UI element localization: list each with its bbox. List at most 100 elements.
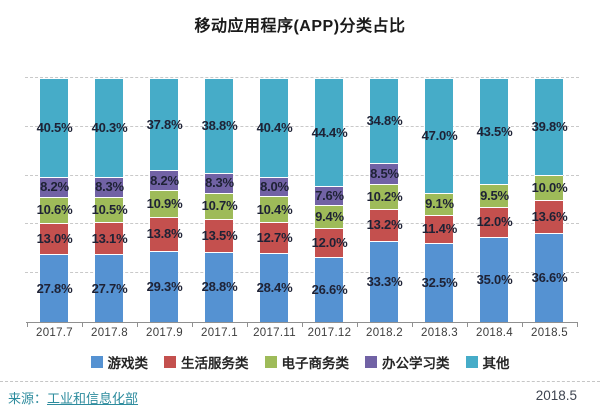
bar-segment	[95, 196, 123, 223]
stacked-bar	[425, 78, 453, 322]
segment-label: 13.5%	[201, 227, 238, 243]
axis-tick	[522, 323, 523, 327]
legend-label: 其他	[482, 356, 510, 371]
segment-label: 28.4%	[256, 279, 293, 295]
bar-segment	[150, 190, 178, 217]
bar-column: 36.6% 13.6% 10.0% 39.8%	[522, 78, 577, 322]
segment-label: 27.7%	[91, 280, 128, 296]
segment-label: 13.0%	[36, 230, 73, 246]
segment-label: 32.5%	[421, 274, 458, 290]
bar-segment	[425, 192, 453, 215]
x-axis-label: 2018.2	[366, 327, 403, 339]
legend-label: 游戏类	[107, 356, 149, 371]
bar-segment	[205, 251, 233, 322]
segment-label: 12.0%	[476, 214, 513, 230]
bar-column: 27.8% 13.0% 10.6% 8.2% 40.5%	[27, 78, 82, 322]
segment-label: 39.8%	[531, 119, 568, 135]
stacked-bar	[205, 77, 233, 322]
segment-label: 10.7%	[201, 198, 238, 214]
segment-label: 10.0%	[531, 179, 568, 195]
plot-area: 27.8% 13.0% 10.6% 8.2% 40.5% 27.7% 13.1% 10.5% 8…	[25, 77, 579, 327]
stacked-bar	[95, 78, 123, 322]
bar-segment	[150, 216, 178, 251]
legend-item: 生活服务类	[164, 352, 249, 372]
segment-label: 9.5%	[480, 188, 509, 204]
segment-label: 13.8%	[146, 226, 183, 242]
bar-segment	[535, 199, 563, 233]
segment-label: 13.6%	[531, 208, 568, 224]
x-axis-label: 2017.8	[91, 327, 128, 339]
chart-title: 移动应用程序(APP)分类占比	[194, 18, 406, 35]
bar-segment	[260, 176, 288, 197]
legend-swatch	[90, 356, 103, 368]
segment-label: 10.2%	[366, 188, 403, 204]
axis-tick	[137, 323, 138, 327]
bar-column: 35.0% 12.0% 9.5% 43.5%	[467, 78, 522, 322]
bar-segment	[260, 196, 288, 222]
bar-segment	[480, 236, 508, 322]
bar-segment	[40, 196, 68, 223]
bar-segment	[95, 176, 123, 197]
segment-label: 8.2%	[150, 172, 179, 188]
segment-label: 10.5%	[91, 202, 128, 218]
bar-segment	[370, 78, 398, 163]
x-axis-label: 2018.4	[476, 327, 513, 339]
axis-tick	[467, 323, 468, 327]
segment-label: 10.4%	[256, 201, 293, 217]
x-axis-label: 2017.12	[307, 327, 352, 339]
segment-label: 8.3%	[205, 175, 234, 191]
bar-segment	[370, 208, 398, 241]
axis-tick	[412, 323, 413, 327]
segment-label: 8.2%	[40, 179, 69, 195]
legend-item: 游戏类	[90, 352, 149, 372]
bar-segment	[205, 77, 233, 173]
segment-label: 43.5%	[476, 123, 513, 139]
bar-column: 32.5% 11.4% 9.1% 47.0%	[412, 78, 467, 322]
bar-segment	[535, 78, 563, 176]
footer: 来源：工业和信息化部 2018.5	[0, 381, 600, 413]
segment-label: 9.1%	[425, 196, 454, 212]
segment-label: 40.5%	[36, 119, 73, 135]
stacked-bar	[480, 78, 508, 322]
segment-label: 10.6%	[36, 202, 73, 218]
segment-label: 40.3%	[91, 119, 128, 135]
segment-label: 8.5%	[370, 165, 399, 181]
gridline-60	[25, 174, 579, 176]
segment-label: 8.0%	[260, 179, 289, 195]
bar-segment	[315, 227, 343, 258]
segment-label: 37.8%	[146, 116, 183, 132]
gridline-20	[25, 272, 579, 274]
stacked-bar	[260, 78, 288, 322]
legend-swatch	[264, 356, 277, 368]
bar-segment	[40, 222, 68, 255]
bar-segment	[260, 78, 288, 177]
axis-tick	[192, 323, 193, 327]
segment-label: 12.0%	[311, 234, 348, 250]
bar-segment	[205, 172, 233, 193]
bar-segment	[315, 257, 343, 322]
bar-segment	[535, 175, 563, 200]
stacked-bar	[40, 78, 68, 322]
segment-label: 11.4%	[421, 221, 458, 237]
axis-tick	[302, 323, 303, 327]
axis-tick	[357, 323, 358, 327]
bar-column: 26.6% 12.0% 9.4% 7.6% 44.4%	[302, 78, 357, 322]
x-axis-labels: 2017.7 2017.8 2017.9 2017.1 2017.11 2017.12 20…	[27, 327, 577, 339]
bar-column: 28.8% 13.5% 10.7% 8.3% 38.8%	[192, 77, 247, 322]
bar-segment	[95, 222, 123, 255]
axis-tick	[27, 323, 28, 327]
segment-label: 27.8%	[36, 280, 73, 296]
stacked-bar	[370, 78, 398, 322]
x-axis-label: 2018.5	[531, 327, 568, 339]
x-axis-label: 2017.9	[146, 327, 183, 339]
segment-label: 12.7%	[256, 229, 293, 245]
bar-segment	[150, 170, 178, 191]
bar-segment	[425, 214, 453, 243]
segment-label: 9.4%	[315, 208, 344, 224]
bar-segment	[315, 204, 343, 228]
segment-label: 38.8%	[201, 117, 238, 133]
bar-column: 33.3% 13.2% 10.2% 8.5% 34.8%	[357, 78, 412, 322]
bar-column: 28.4% 12.7% 10.4% 8.0% 40.4%	[247, 78, 302, 322]
bar-segment	[95, 78, 123, 177]
